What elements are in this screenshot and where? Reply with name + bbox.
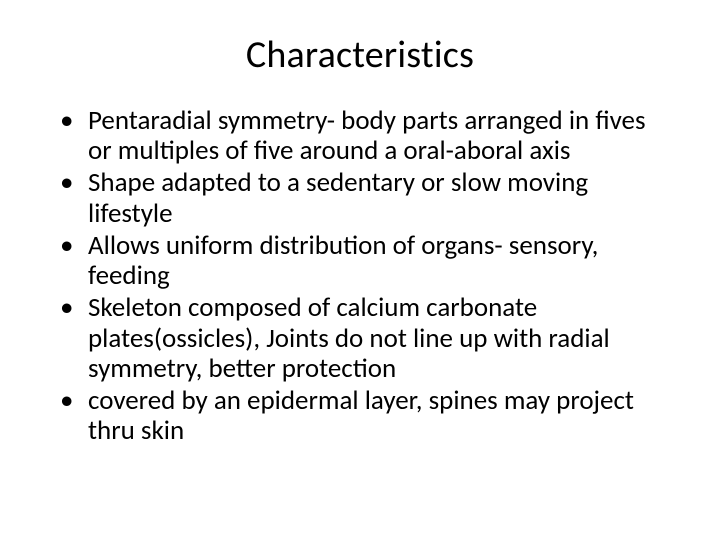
list-item: covered by an epidermal layer, spines ma… — [60, 386, 672, 446]
list-item: Shape adapted to a sedentary or slow mov… — [60, 168, 672, 228]
slide: Characteristics Pentaradial symmetry- bo… — [0, 0, 720, 540]
list-item: Skeleton composed of calcium carbonate p… — [60, 293, 672, 384]
slide-title: Characteristics — [48, 32, 672, 78]
list-item: Pentaradial symmetry- body parts arrange… — [60, 106, 672, 166]
bullet-list: Pentaradial symmetry- body parts arrange… — [60, 106, 672, 447]
list-item: Allows uniform distribution of organs- s… — [60, 231, 672, 291]
